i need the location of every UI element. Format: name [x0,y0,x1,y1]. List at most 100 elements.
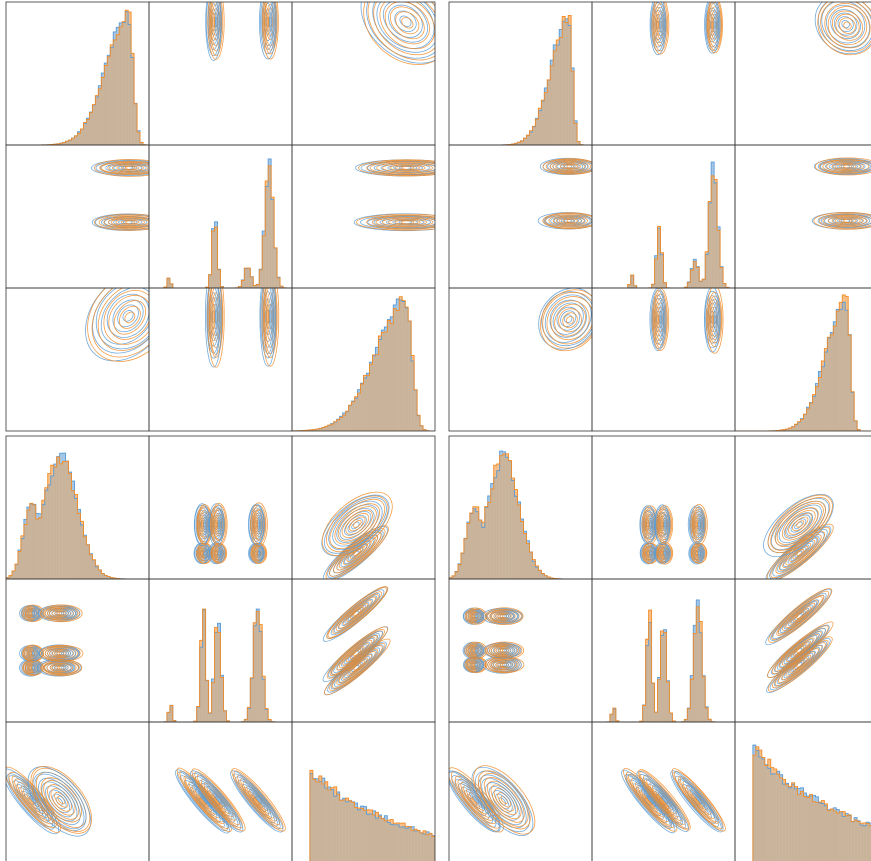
hist-bar-excess-1-1-43 [720,266,724,268]
contour-1-21-1-a-5 [706,299,719,340]
hist-bar-excess-2-1-38 [262,676,266,680]
hist-bar-3-2-28 [818,802,822,861]
hist-bar-excess-1-0-29 [535,118,539,120]
contour-2-21-2-b-6 [240,778,277,822]
hist-bar-excess-3-0-11 [481,522,485,528]
hist-bar-excess-0-0-40 [125,10,129,12]
contour-3-20-1-a-6 [481,777,524,826]
contour-3-12-2-b-3 [789,606,811,625]
hist-bar-2-1-37 [259,631,263,722]
hist-bar-1-1-23 [660,254,664,288]
contour-3-10-2-b-6 [468,610,484,623]
hist-bar-excess-0-1-38 [262,231,266,236]
hist-bar-excess-3-1-18 [645,639,649,646]
hist-bar-1-1-39 [708,203,712,288]
hist-bar-0-0-24 [77,133,81,145]
hist-bar-excess-3-1-19 [648,610,652,623]
hist-bar-excess-3-1-22 [657,677,661,680]
contour-1-12-0-b-2 [838,218,857,224]
hist-bar-excess-1-1-39 [708,201,712,204]
hist-bar-0-0-19 [62,142,66,145]
hist-bar-1-2-23 [803,414,807,431]
hist-bar-0-0-34 [107,56,111,145]
hist-bar-0-0-25 [80,128,84,145]
hist-bar-0-2-36 [399,300,403,431]
hist-bar-excess-3-2-43 [863,822,867,826]
contour-0-10-0-b-6 [103,216,149,229]
hist-bar-2-1-36 [256,611,260,722]
contour-2-12-2-b-3 [346,603,369,622]
hist-bar-0-2-15 [336,419,340,431]
contour-2-12-2-a-7 [330,592,381,636]
contour-1-10-0-b-7 [544,213,592,229]
hist-bar-3-2-10 [764,765,768,861]
hist-bar-2-0-2 [11,570,16,579]
hist-bar-excess-0-0-35 [110,44,114,48]
hist-bar-1-2-31 [827,337,831,431]
hist-bar-excess-3-0-15 [493,465,497,478]
hist-bar-0-1-37 [259,269,263,288]
cell-bottom-right-1-2 [734,578,871,723]
contour-0-20-0-b-6 [97,288,149,351]
hist-bar-2-2-39 [408,827,412,861]
hist-bar-excess-1-1-34 [693,259,697,262]
hist-bar-excess-1-0-36 [556,39,560,46]
hist-bar-3-0-14 [490,489,494,579]
contour-1-02-0-b-4 [831,10,864,41]
hist-bar-1-1-33 [690,270,694,288]
hist-bar-0-1-24 [220,286,224,288]
hist-bar-0-2-29 [378,339,382,431]
hist-bar-0-0-33 [104,65,108,145]
hist-bar-excess-2-0-16 [53,464,57,467]
hist-bar-excess-3-2-26 [812,795,816,802]
hist-bar-3-0-23 [517,505,521,579]
contour-1-20-0-a-6 [544,294,592,343]
hist-bar-excess-2-1-22 [214,627,218,633]
hist-bar-3-0-34 [550,577,554,579]
hist-bar-0-1-34 [250,277,254,288]
hist-bar-3-0-28 [532,561,536,579]
contour-3-12-2-b-2 [792,609,808,622]
hist-bar-excess-1-1-38 [705,251,709,255]
cell-top-left-1-0 [5,144,150,289]
contour-2-10-2-a-4 [25,609,36,618]
contour-0-10-1-b-6 [100,161,149,175]
hist-bar-3-0-1 [451,575,456,579]
hist-bar-excess-1-0-34 [550,60,554,66]
contour-2-02-1-b-1 [352,519,362,528]
hist-bar-2-0-6 [23,524,28,579]
contour-1-12-0-b-7 [819,212,871,229]
hist-bar-excess-2-0-24 [77,509,81,514]
hist-bar-excess-2-1-24 [220,675,224,678]
contour-0-02-0-b-8 [363,2,435,65]
contour-0-21-0-a-6 [206,288,221,354]
hist-bar-2-1-16 [196,706,200,722]
hist-bar-excess-2-2-33 [390,819,394,825]
contour-2-21-1-a-8 [192,772,242,831]
hist-bar-excess-1-0-41 [571,67,575,72]
hist-bar-excess-1-0-35 [553,44,557,51]
contour-3-01-4-a-9 [688,542,705,565]
hist-bar-excess-0-2-29 [378,335,382,340]
hist-bar-3-0-9 [475,511,479,579]
hist-bar-1-2-25 [809,403,813,431]
contour-1-10-1-a-8 [539,157,592,176]
hist-bar-2-1-7 [169,705,174,722]
hist-bar-excess-0-0-31 [98,85,102,89]
hist-bar-0-0-44 [137,132,141,145]
hist-bar-3-0-29 [535,567,539,579]
contour-0-10-1-b-1 [125,165,136,170]
hist-bar-0-0-21 [68,140,72,145]
hist-bar-0-1-23 [217,269,221,288]
hist-bar-excess-3-2-44 [866,822,870,824]
contour-0-12-0-b-8 [356,213,435,231]
contour-0-10-1-b-2 [121,165,140,171]
hist-bar-3-0-8 [472,508,477,579]
hist-bar-excess-2-2-28 [375,812,379,819]
contour-1-21-1-b-7 [707,291,723,348]
hist-bar-2-2-21 [354,807,358,861]
hist-bar-3-0-24 [520,521,524,579]
hist-bar-0-1-7 [169,283,174,288]
contour-3-02-0-b-9 [766,523,834,579]
